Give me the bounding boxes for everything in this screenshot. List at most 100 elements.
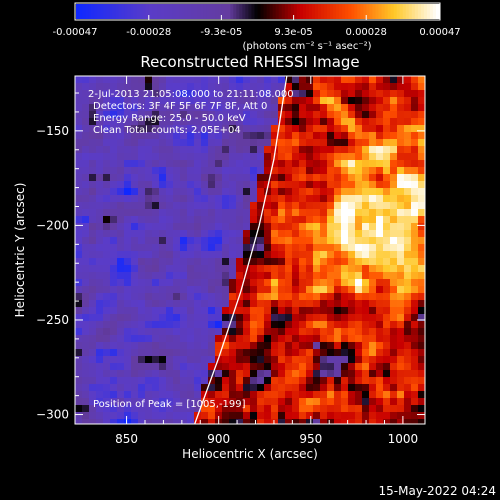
heatmap-cell xyxy=(348,300,356,308)
heatmap-cell xyxy=(397,335,405,343)
heatmap-cell xyxy=(194,104,202,112)
heatmap-cell xyxy=(173,370,181,378)
heatmap-cell xyxy=(180,265,188,273)
heatmap-cell xyxy=(278,153,286,161)
heatmap-cell xyxy=(110,118,118,126)
heatmap-cell xyxy=(250,363,258,371)
heatmap-cell xyxy=(299,384,307,392)
heatmap-cell xyxy=(159,328,167,336)
heatmap-cell xyxy=(285,328,293,336)
heatmap-cell xyxy=(173,398,181,406)
colorbar-cell xyxy=(94,4,98,19)
heatmap-cell xyxy=(208,363,216,371)
heatmap-cell xyxy=(222,328,230,336)
heatmap-cell xyxy=(362,293,370,301)
heatmap-cell xyxy=(299,377,307,385)
heatmap-cell xyxy=(117,328,125,336)
heatmap-cell xyxy=(173,349,181,357)
heatmap-cell xyxy=(299,97,307,105)
heatmap-cell xyxy=(75,265,83,273)
heatmap-cell xyxy=(236,272,244,280)
heatmap-cell xyxy=(222,300,230,308)
heatmap-cell xyxy=(390,279,398,287)
heatmap-cell xyxy=(320,146,328,154)
heatmap-cell xyxy=(110,300,118,308)
heatmap-cell xyxy=(215,132,223,140)
heatmap-cell xyxy=(166,272,174,280)
heatmap-cell xyxy=(229,237,237,245)
heatmap-cell xyxy=(145,76,153,84)
heatmap-cell xyxy=(208,90,216,98)
plot-frame xyxy=(74,75,426,425)
heatmap-cell xyxy=(271,104,279,112)
heatmap-cell xyxy=(320,139,328,147)
heatmap-cell xyxy=(243,272,251,280)
heatmap-cell xyxy=(348,244,356,252)
heatmap-cell xyxy=(229,363,237,371)
heatmap-cell xyxy=(75,307,83,315)
heatmap-cell xyxy=(208,139,216,147)
heatmap-cell xyxy=(194,160,202,168)
heatmap-cell xyxy=(355,202,363,210)
heatmap-cell xyxy=(215,265,223,273)
heatmap-cell xyxy=(390,370,398,378)
heatmap-cell xyxy=(376,314,384,322)
heatmap-cell xyxy=(194,111,202,119)
heatmap-cell xyxy=(334,398,342,406)
heatmap-cell xyxy=(257,90,265,98)
heatmap-cell xyxy=(390,244,398,252)
heatmap-cell xyxy=(278,398,286,406)
heatmap-cell xyxy=(173,181,181,189)
heatmap-cell xyxy=(362,230,370,238)
heatmap-cell xyxy=(152,83,160,91)
heatmap-cell xyxy=(103,132,111,140)
heatmap-cell xyxy=(278,286,286,294)
heatmap-cell xyxy=(222,307,230,315)
heatmap-cell xyxy=(376,251,384,259)
heatmap-cell xyxy=(159,202,167,210)
heatmap-cell xyxy=(82,83,90,91)
heatmap-cell xyxy=(110,391,118,399)
heatmap-cell xyxy=(89,293,97,301)
heatmap-cell xyxy=(306,146,314,154)
heatmap-cell xyxy=(348,321,356,329)
heatmap-cell xyxy=(187,153,195,161)
heatmap-cell xyxy=(418,412,425,420)
heatmap-cell xyxy=(327,139,335,147)
heatmap-cell xyxy=(306,202,314,210)
heatmap-cell xyxy=(166,195,174,203)
heatmap-cell xyxy=(383,286,391,294)
heatmap-cell xyxy=(145,146,153,154)
heatmap-cell xyxy=(236,216,244,224)
colorbar-cell xyxy=(88,4,92,19)
heatmap-cell xyxy=(313,223,321,231)
heatmap-cell xyxy=(341,132,349,140)
heatmap-cell xyxy=(236,97,244,105)
heatmap-cell xyxy=(187,328,195,336)
heatmap-cell xyxy=(180,195,188,203)
heatmap-cell xyxy=(201,76,209,84)
heatmap-cell xyxy=(208,328,216,336)
heatmap-cell xyxy=(229,76,237,84)
heatmap-cell xyxy=(306,188,314,196)
heatmap-cell xyxy=(187,125,195,133)
heatmap-cell xyxy=(208,104,216,112)
heatmap-cell xyxy=(264,132,272,140)
heatmap-cell xyxy=(341,139,349,147)
heatmap-cell xyxy=(145,153,153,161)
heatmap-cell xyxy=(369,104,377,112)
heatmap-cell xyxy=(271,258,279,266)
colorbar-cell xyxy=(184,4,189,19)
heatmap-cell xyxy=(257,167,265,175)
heatmap-cell xyxy=(397,398,405,406)
heatmap-cell xyxy=(75,349,83,357)
heatmap-cell xyxy=(404,419,412,424)
heatmap-cell xyxy=(320,181,328,189)
colorbar-cell xyxy=(408,4,413,19)
heatmap-cell xyxy=(187,237,195,245)
heatmap-cell xyxy=(103,412,111,420)
heatmap-cell xyxy=(236,356,244,364)
y-tick-label: −150 xyxy=(36,124,69,138)
heatmap-cell xyxy=(418,223,425,231)
heatmap-cell xyxy=(110,279,118,287)
